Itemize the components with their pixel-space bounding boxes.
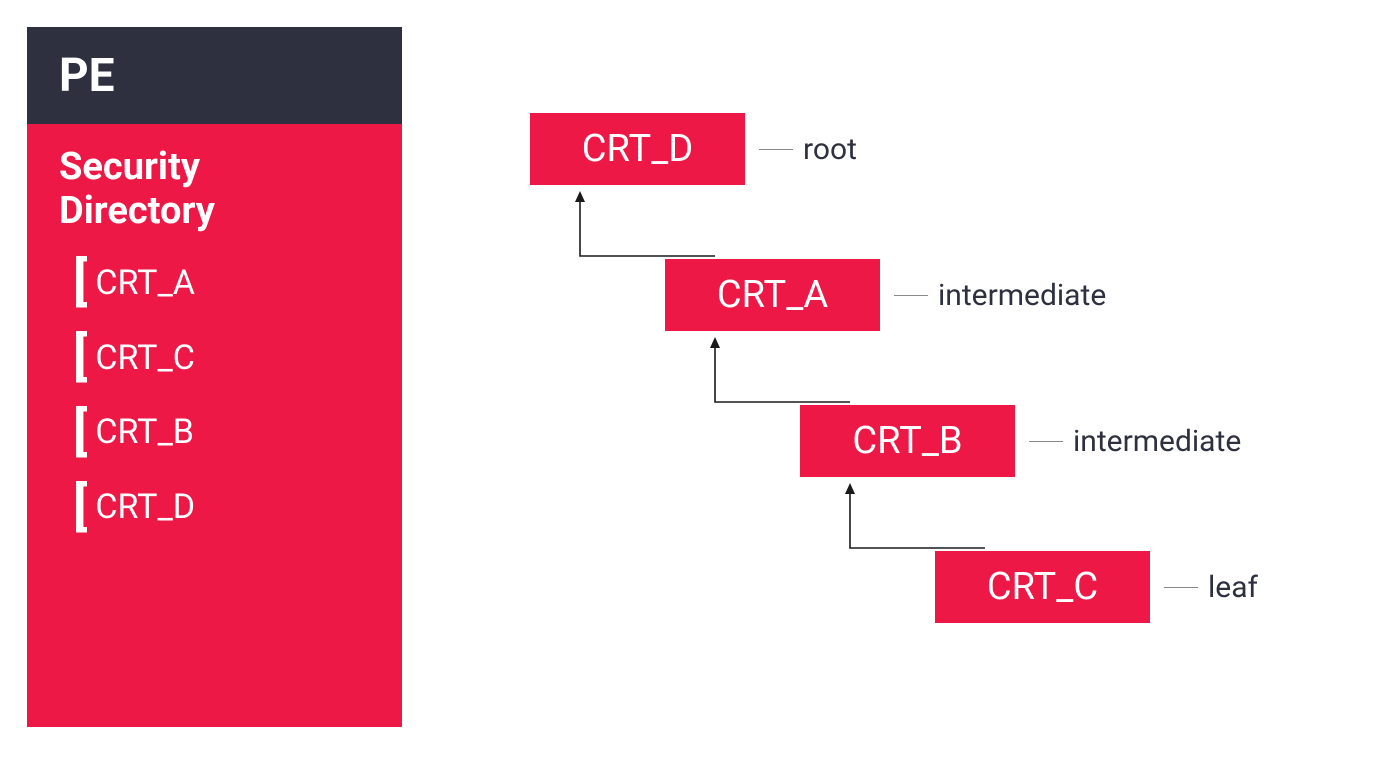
cert-chain-annot-text: intermediate bbox=[938, 278, 1106, 313]
bracket-icon: [ bbox=[73, 259, 87, 306]
annot-dash-icon bbox=[894, 295, 928, 296]
cert-chain-node-label: CRT_B bbox=[852, 419, 962, 463]
diagram-stage: PE Security Directory [ CRT_A [ CRT_C [ … bbox=[0, 0, 1400, 765]
security-directory-title-line2: Directory bbox=[59, 190, 374, 234]
cert-chain-annot-intermediate-a: intermediate bbox=[894, 259, 1106, 331]
bracket-icon: [ bbox=[73, 334, 87, 381]
cert-chain-annot-intermediate-b: intermediate bbox=[1029, 405, 1241, 477]
pe-panel-header-text: PE bbox=[59, 49, 115, 103]
certificate-list: [ CRT_A [ CRT_C [ CRT_B [ CRT_D bbox=[59, 259, 374, 530]
annot-dash-icon bbox=[1164, 587, 1198, 588]
cert-chain-node-intermediate-b: CRT_B bbox=[800, 405, 1015, 477]
cert-chain-node-label: CRT_A bbox=[717, 273, 828, 317]
pe-panel: PE Security Directory [ CRT_A [ CRT_C [ … bbox=[27, 27, 402, 727]
cert-chain-node-label: CRT_C bbox=[987, 565, 1098, 609]
cert-chain-node-label: CRT_D bbox=[582, 127, 693, 171]
cert-chain-annot-text: leaf bbox=[1208, 570, 1258, 605]
annot-dash-icon bbox=[759, 149, 793, 150]
security-directory-title: Security Directory bbox=[59, 146, 374, 233]
bracket-icon: [ bbox=[73, 409, 87, 456]
cert-chain-node-root: CRT_D bbox=[530, 113, 745, 185]
certificate-list-item: [ CRT_C bbox=[73, 334, 374, 381]
certificate-list-item: [ CRT_D bbox=[73, 484, 374, 531]
bracket-icon: [ bbox=[73, 484, 87, 531]
cert-chain-annot-text: intermediate bbox=[1073, 424, 1241, 459]
pe-panel-header: PE bbox=[27, 27, 402, 124]
certificate-list-item: [ CRT_A bbox=[73, 259, 374, 306]
cert-chain-node-intermediate-a: CRT_A bbox=[665, 259, 880, 331]
pe-panel-body: Security Directory [ CRT_A [ CRT_C [ CRT… bbox=[27, 124, 402, 727]
certificate-label: CRT_D bbox=[95, 487, 195, 527]
security-directory-title-line1: Security bbox=[59, 146, 374, 190]
cert-chain-annot-leaf: leaf bbox=[1164, 551, 1258, 623]
certificate-label: CRT_C bbox=[95, 338, 195, 378]
annot-dash-icon bbox=[1029, 441, 1063, 442]
cert-chain-annot-root: root bbox=[759, 113, 857, 185]
certificate-label: CRT_A bbox=[95, 263, 195, 303]
certificate-label: CRT_B bbox=[95, 412, 194, 452]
certificate-list-item: [ CRT_B bbox=[73, 409, 374, 456]
cert-chain-annot-text: root bbox=[803, 132, 857, 167]
cert-chain-node-leaf: CRT_C bbox=[935, 551, 1150, 623]
